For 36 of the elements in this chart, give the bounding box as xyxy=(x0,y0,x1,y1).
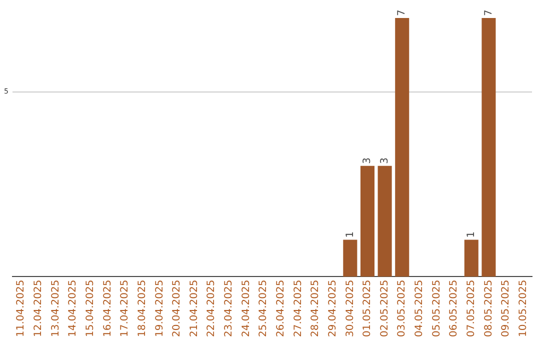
x-tick-label: 07.05.2025 xyxy=(466,280,477,338)
x-tick-label: 20.04.2025 xyxy=(172,280,183,338)
x-tick-label: 10.05.2025 xyxy=(518,280,529,338)
x-tick-label: 12.04.2025 xyxy=(33,280,44,338)
x-tick-label: 02.05.2025 xyxy=(379,280,390,338)
x-tick-label: 30.04.2025 xyxy=(344,280,356,338)
x-tick-label: 08.05.2025 xyxy=(483,280,494,338)
data-label: 7 xyxy=(396,10,408,16)
x-tick-label: 24.04.2025 xyxy=(240,280,252,338)
data-label: 3 xyxy=(362,157,374,164)
data-label: 1 xyxy=(344,231,356,238)
x-tick-label: 11.04.2025 xyxy=(16,280,27,338)
x-tick-label: 19.04.2025 xyxy=(154,280,166,338)
x-tick-label: 14.04.2025 xyxy=(68,280,79,338)
x-tick-label: 27.04.2025 xyxy=(292,280,304,338)
x-tick-label: 03.05.2025 xyxy=(396,280,408,338)
x-tick-label: 09.05.2025 xyxy=(500,280,512,338)
x-tick-label: 13.04.2025 xyxy=(50,280,62,338)
data-label: 1 xyxy=(466,231,477,238)
x-tick-label: 05.05.2025 xyxy=(431,280,442,338)
x-tick-label: 23.04.2025 xyxy=(224,280,235,338)
x-tick-label: 16.04.2025 xyxy=(102,280,114,338)
x-tick-label: 26.04.2025 xyxy=(275,280,286,338)
x-tick-label: 18.04.2025 xyxy=(136,280,148,338)
x-tick-label: 01.05.2025 xyxy=(362,280,374,338)
x-tick-label: 06.05.2025 xyxy=(448,280,460,338)
x-tick-label: 29.04.2025 xyxy=(327,280,338,338)
x-tick-label: 28.04.2025 xyxy=(310,280,322,338)
x-tick-label: 25.04.2025 xyxy=(258,280,270,338)
x-tick-label: 17.04.2025 xyxy=(120,280,131,338)
x-tick-label: 04.05.2025 xyxy=(414,280,426,338)
x-tick-label: 21.04.2025 xyxy=(188,280,200,338)
data-label: 7 xyxy=(483,10,494,16)
x-tick-label: 15.04.2025 xyxy=(84,280,96,338)
x-tick-label: 22.04.2025 xyxy=(206,280,218,338)
data-label: 3 xyxy=(379,157,390,164)
